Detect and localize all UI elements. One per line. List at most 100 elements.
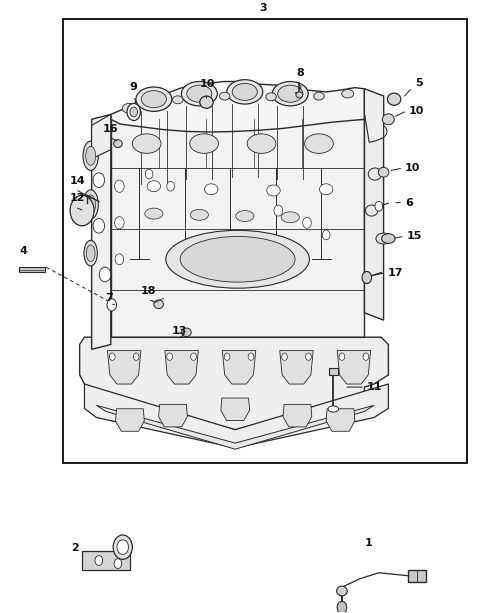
Circle shape <box>133 353 139 360</box>
Ellipse shape <box>365 205 378 216</box>
Text: 17: 17 <box>387 268 403 278</box>
Polygon shape <box>326 409 355 432</box>
Circle shape <box>282 353 288 360</box>
Circle shape <box>191 353 196 360</box>
Polygon shape <box>96 405 374 449</box>
Ellipse shape <box>267 185 280 196</box>
Ellipse shape <box>368 168 382 180</box>
Polygon shape <box>165 351 198 384</box>
Text: 9: 9 <box>129 82 137 92</box>
Polygon shape <box>82 552 130 569</box>
Ellipse shape <box>145 208 163 219</box>
Circle shape <box>127 104 141 121</box>
Ellipse shape <box>181 82 217 106</box>
Circle shape <box>117 540 129 555</box>
Ellipse shape <box>278 85 303 102</box>
Ellipse shape <box>200 96 213 109</box>
Ellipse shape <box>376 233 391 244</box>
Ellipse shape <box>187 85 212 102</box>
Text: 14: 14 <box>70 176 86 186</box>
Circle shape <box>113 535 132 559</box>
Polygon shape <box>108 351 141 384</box>
Ellipse shape <box>236 211 254 221</box>
Text: 10: 10 <box>199 79 215 89</box>
Ellipse shape <box>328 406 338 412</box>
Polygon shape <box>84 384 388 448</box>
Ellipse shape <box>115 216 124 229</box>
Text: 1: 1 <box>364 538 372 549</box>
Ellipse shape <box>115 180 124 192</box>
Circle shape <box>337 601 347 613</box>
Polygon shape <box>158 405 187 427</box>
Ellipse shape <box>305 134 333 153</box>
Ellipse shape <box>219 92 230 100</box>
Polygon shape <box>92 115 111 349</box>
Text: 7: 7 <box>105 293 113 303</box>
Circle shape <box>362 272 372 284</box>
Ellipse shape <box>115 254 124 265</box>
FancyBboxPatch shape <box>328 368 338 375</box>
Circle shape <box>109 353 115 360</box>
Ellipse shape <box>83 141 98 170</box>
Ellipse shape <box>303 217 312 228</box>
Ellipse shape <box>342 89 354 98</box>
Ellipse shape <box>382 234 395 243</box>
FancyBboxPatch shape <box>408 569 426 582</box>
Ellipse shape <box>86 195 96 214</box>
Ellipse shape <box>281 211 300 223</box>
Polygon shape <box>80 337 388 430</box>
Text: 12: 12 <box>70 193 85 204</box>
Text: 4: 4 <box>20 246 28 256</box>
Ellipse shape <box>274 205 283 216</box>
Ellipse shape <box>266 93 276 101</box>
Circle shape <box>167 353 172 360</box>
Ellipse shape <box>336 586 347 596</box>
Ellipse shape <box>314 92 324 100</box>
Ellipse shape <box>114 140 122 148</box>
Ellipse shape <box>84 240 97 266</box>
Polygon shape <box>364 89 384 320</box>
Ellipse shape <box>172 96 183 104</box>
Polygon shape <box>111 120 364 338</box>
Ellipse shape <box>145 169 153 179</box>
Ellipse shape <box>132 134 161 153</box>
Polygon shape <box>111 82 364 132</box>
Ellipse shape <box>141 91 167 108</box>
Text: 5: 5 <box>415 78 422 88</box>
Polygon shape <box>221 398 250 421</box>
Circle shape <box>107 299 117 311</box>
Circle shape <box>95 556 103 565</box>
Polygon shape <box>92 115 111 159</box>
Ellipse shape <box>247 134 276 153</box>
Text: 16: 16 <box>103 124 118 134</box>
Ellipse shape <box>387 93 401 105</box>
Ellipse shape <box>372 124 387 138</box>
Text: 3: 3 <box>259 2 267 13</box>
Ellipse shape <box>232 83 257 101</box>
Ellipse shape <box>167 181 174 191</box>
FancyBboxPatch shape <box>19 267 45 272</box>
Text: 10: 10 <box>408 106 424 116</box>
Ellipse shape <box>136 87 172 112</box>
Circle shape <box>375 202 383 211</box>
Circle shape <box>224 353 230 360</box>
Ellipse shape <box>86 147 96 166</box>
Ellipse shape <box>323 230 330 240</box>
Ellipse shape <box>166 230 310 288</box>
Circle shape <box>70 196 94 226</box>
Polygon shape <box>116 409 144 432</box>
Ellipse shape <box>83 190 98 219</box>
Circle shape <box>363 353 369 360</box>
Text: 6: 6 <box>405 197 413 208</box>
Circle shape <box>339 353 345 360</box>
Text: 18: 18 <box>141 286 156 297</box>
Text: 2: 2 <box>72 543 79 553</box>
Circle shape <box>93 218 105 233</box>
Ellipse shape <box>227 80 263 104</box>
Polygon shape <box>280 351 313 384</box>
Ellipse shape <box>378 167 389 177</box>
Circle shape <box>306 353 312 360</box>
Ellipse shape <box>204 184 218 195</box>
Ellipse shape <box>147 181 160 192</box>
Text: 15: 15 <box>407 231 422 241</box>
